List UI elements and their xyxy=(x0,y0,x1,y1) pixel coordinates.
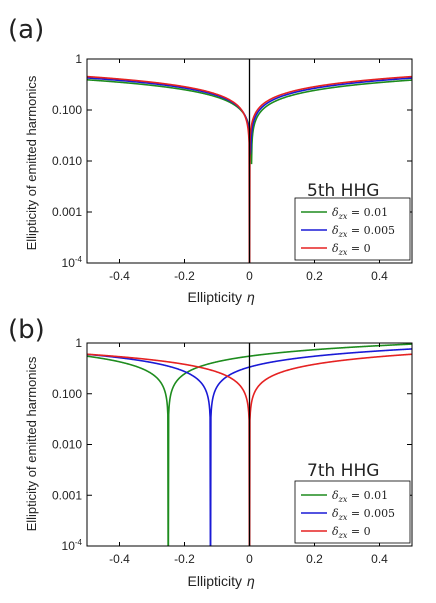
x-tick-label: 0.4 xyxy=(371,552,388,566)
legend-label: δzx = 0.01 xyxy=(332,206,388,221)
x-axis-symbol: η xyxy=(247,289,255,305)
x-tick-label: 0 xyxy=(246,269,253,283)
legend: δzx = 0.01 δzx = 0.005 δzx = 0 xyxy=(294,480,411,544)
legend-label: δzx = 0.005 xyxy=(332,224,395,239)
x-axis-title: Ellipticity η xyxy=(188,573,255,589)
harmonic-order-label: 5th HHG xyxy=(307,181,379,201)
y-tick-label: 1 xyxy=(75,52,82,66)
series-line xyxy=(87,75,412,263)
legend-label: δzx = 0 xyxy=(332,242,371,257)
legend-label: δzx = 0.005 xyxy=(332,507,395,522)
x-axis-title: Ellipticity η xyxy=(188,289,255,305)
y-tick-label: 0.001 xyxy=(52,205,82,219)
legend-box xyxy=(294,197,411,261)
harmonic-order-label: 7th HHG xyxy=(307,461,379,481)
y-tick-label: 0.100 xyxy=(52,103,82,117)
x-tick-label: -0.2 xyxy=(174,269,195,283)
y-tick-label: 0.100 xyxy=(52,387,82,401)
x-tick-label: 0.2 xyxy=(306,269,323,283)
y-tick-label: 0.001 xyxy=(52,488,82,502)
x-tick-label: 0.2 xyxy=(306,552,323,566)
panel-b: (b) Ellipticity of emitted harmonics Ell… xyxy=(8,315,413,589)
x-axis-label: Ellipticity xyxy=(188,289,242,305)
y-tick-label: 0.010 xyxy=(52,438,82,452)
y-axis-label: Ellipticity of emitted harmonics xyxy=(24,356,39,531)
panel-a: (a) Ellipticity of emitted harmonics Ell… xyxy=(8,15,413,305)
legend-label: δzx = 0.01 xyxy=(332,489,388,504)
panel-label: (b) xyxy=(8,315,45,345)
legend: δzx = 0.01 δzx = 0.005 δzx = 0 xyxy=(294,197,411,261)
x-axis-symbol: η xyxy=(247,573,255,589)
x-tick-label: -0.4 xyxy=(109,552,130,566)
legend-box xyxy=(294,480,411,544)
panel-label: (a) xyxy=(8,15,44,45)
x-tick-label: -0.4 xyxy=(109,269,130,283)
y-axis-label: Ellipticity of emitted harmonics xyxy=(24,75,39,250)
x-tick-label: 0 xyxy=(246,552,253,566)
series-line xyxy=(87,353,412,546)
y-tick-label: 1 xyxy=(75,336,82,350)
x-axis-label: Ellipticity xyxy=(188,573,242,589)
y-tick-label: 10-4 xyxy=(62,255,83,270)
y-tick-label: 0.010 xyxy=(52,154,82,168)
x-tick-label: 0.4 xyxy=(371,269,388,283)
x-tick-label: -0.2 xyxy=(174,552,195,566)
legend-label: δzx = 0 xyxy=(332,525,371,540)
y-tick-label: 10-4 xyxy=(62,538,83,553)
